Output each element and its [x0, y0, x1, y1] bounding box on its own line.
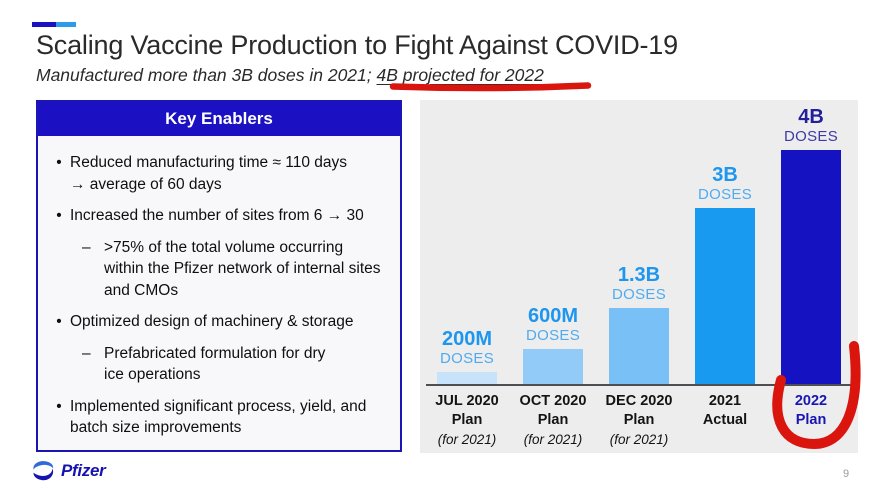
red-underline-annotation	[389, 82, 592, 92]
slide-title: Scaling Vaccine Production to Fight Agai…	[36, 30, 678, 60]
bullet-marker: •	[56, 397, 62, 415]
x-axis-tick: JUL 2020 Plan (for 2021)	[424, 392, 510, 449]
chart-bar	[609, 308, 669, 384]
tick-line: JUL 2020	[435, 393, 499, 409]
accent-dashes	[32, 22, 76, 27]
chart-bar	[523, 349, 583, 384]
chart-column-2022-plan: 4B DOSES	[768, 100, 854, 384]
bullet-marker: •	[56, 313, 62, 330]
bullet-marker: •	[56, 154, 62, 171]
bar-value-label: 600M	[527, 305, 579, 327]
subtitle-highlight: 4B projected for 2022	[376, 65, 544, 85]
bullet-item: • Implemented significant process, yield…	[48, 396, 392, 439]
bullet-text: Implemented significant process, yield, …	[70, 396, 366, 439]
pfizer-logo: Pfizer	[30, 459, 106, 482]
subtitle-text: Manufactured more than 3B doses in 2021;	[36, 65, 377, 85]
chart-column-dec-2020: 1.3B DOSES	[596, 100, 682, 384]
x-axis-line	[426, 384, 856, 386]
chart-columns: 200M DOSES 600M DOSES 1.3B DOSES 3B DOSE…	[424, 100, 854, 384]
bullet-line: Prefabricated formulation for dry	[104, 344, 326, 362]
bar-doses-label: DOSES	[697, 186, 752, 203]
bullet-line: Optimized design of machinery & storage	[70, 313, 354, 330]
bullet-text: Reduced manufacturing time ≈ 110 days → …	[70, 152, 347, 195]
bar-doses-label: DOSES	[783, 128, 838, 145]
accent-dash-dark	[32, 22, 56, 27]
red-circle-annotation	[772, 341, 861, 450]
bar-value-label: 3B	[712, 164, 738, 186]
slide-subtitle: Manufactured more than 3B doses in 2021;…	[36, 65, 544, 86]
bar-doses-label: DOSES	[525, 327, 580, 344]
chart-column-2021-actual: 3B DOSES	[682, 100, 768, 384]
key-enablers-header: Key Enablers	[38, 102, 400, 136]
tick-line: Actual	[702, 412, 748, 428]
pfizer-wordmark: Pfizer	[61, 460, 106, 480]
tick-line: (for 2021)	[609, 432, 669, 447]
bar-doses-label: DOSES	[439, 350, 494, 367]
bullet-item-sub: – >75% of the total volume occurring wit…	[48, 237, 392, 302]
chart-bar	[695, 208, 755, 384]
tick-line: 2022	[794, 393, 828, 409]
bar-value-label: 4B	[798, 106, 824, 128]
bullet-item: • Optimized design of machinery & storag…	[48, 311, 392, 333]
bullet-marker: –	[82, 344, 91, 362]
accent-dash-light	[56, 22, 76, 27]
bar-doses-label: DOSES	[611, 286, 666, 303]
bullet-line: and CMOs	[104, 281, 179, 299]
tick-line: OCT 2020	[519, 393, 587, 409]
production-bar-chart: 200M DOSES 600M DOSES 1.3B DOSES 3B DOSE…	[420, 100, 858, 453]
bullet-text: Prefabricated formulation for dry ice op…	[104, 343, 325, 386]
tick-line: (for 2021)	[523, 432, 583, 447]
bullet-item-sub: – Prefabricated formulation for dry ice …	[48, 343, 392, 386]
bullet-text: Optimized design of machinery & storage	[70, 311, 353, 333]
chart-bar	[437, 372, 497, 384]
tick-line: Plan	[623, 412, 655, 428]
tick-line: Plan	[537, 412, 569, 428]
key-enablers-list: • Reduced manufacturing time ≈ 110 days …	[38, 136, 400, 439]
chart-column-oct-2020: 600M DOSES	[510, 100, 596, 384]
key-enablers-panel: Key Enablers • Reduced manufacturing tim…	[36, 100, 402, 452]
bullet-line: Increased the number of sites from 6 → 3…	[70, 207, 364, 224]
bullet-text: >75% of the total volume occurring withi…	[104, 237, 381, 302]
tick-line: DEC 2020	[605, 393, 673, 409]
x-axis-ticks: JUL 2020 Plan (for 2021) OCT 2020 Plan (…	[424, 392, 854, 449]
x-axis-tick: 2021 Actual	[682, 392, 768, 449]
tick-line: Plan	[451, 412, 483, 428]
tick-line: (for 2021)	[437, 432, 497, 447]
tick-line: Plan	[795, 412, 827, 428]
bullet-line: >75% of the total volume occurring	[104, 238, 344, 256]
x-axis-tick: OCT 2020 Plan (for 2021)	[510, 392, 596, 449]
bullet-line: within the Pfizer network of internal si…	[104, 260, 381, 277]
x-axis-tick: DEC 2020 Plan (for 2021)	[596, 392, 682, 449]
bar-value-label: 1.3B	[617, 264, 661, 286]
bullet-item: • Reduced manufacturing time ≈ 110 days …	[48, 152, 392, 195]
bar-value-label: 200M	[441, 328, 493, 350]
page-number: 9	[843, 468, 850, 480]
bullet-text: Increased the number of sites from 6 → 3…	[70, 205, 364, 227]
bullet-marker: •	[56, 207, 62, 224]
tick-line: 2021	[708, 393, 742, 409]
bullet-line: batch size improvements	[70, 419, 242, 436]
bullet-line: Reduced manufacturing time ≈ 110 days	[70, 154, 348, 171]
bullet-item: • Increased the number of sites from 6 →…	[48, 205, 392, 227]
pfizer-logo-icon	[33, 461, 54, 481]
bullet-marker: –	[82, 238, 91, 256]
bullet-line: Implemented significant process, yield, …	[70, 397, 367, 415]
bullet-line: → average of 60 days	[70, 175, 222, 193]
chart-column-jul-2020: 200M DOSES	[424, 100, 510, 384]
bullet-line: ice operations	[104, 366, 201, 383]
chart-bar	[781, 150, 841, 384]
x-axis-tick-2022-plan: 2022 Plan	[768, 392, 854, 449]
